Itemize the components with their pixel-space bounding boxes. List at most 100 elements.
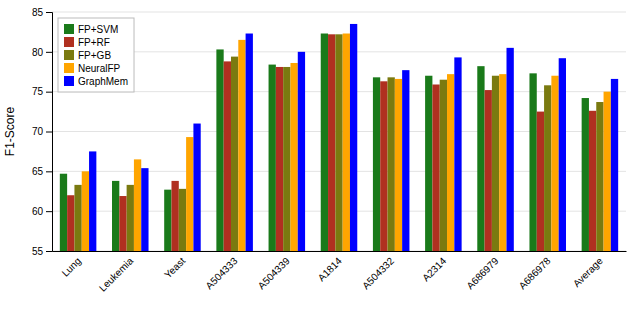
y-axis-line <box>46 13 53 252</box>
bar <box>544 85 551 251</box>
x-tick-label: A2314 <box>420 255 449 284</box>
bar <box>171 181 178 251</box>
bar <box>269 65 276 251</box>
bar <box>529 73 536 251</box>
legend-label: FP+SVM <box>78 24 118 35</box>
x-axis-line <box>53 251 627 252</box>
bar <box>119 196 126 251</box>
bar <box>604 92 611 251</box>
x-tick-label: A504332 <box>360 255 396 291</box>
x-tick: A686978 <box>517 255 553 291</box>
legend-item: NeuralFP <box>64 63 121 74</box>
bar <box>611 79 618 251</box>
y-tick: 65 <box>32 166 52 177</box>
bar <box>328 34 335 251</box>
bar <box>447 74 454 251</box>
bar <box>134 159 141 251</box>
x-tick-label: Lung <box>60 255 84 279</box>
bar <box>395 79 402 251</box>
bar <box>507 48 514 251</box>
x-tick: Lung <box>60 255 84 279</box>
x-tick-label: Leukemia <box>97 255 136 294</box>
bar <box>74 185 81 251</box>
y-tick: 75 <box>32 86 52 97</box>
bar <box>231 57 238 251</box>
bar <box>589 111 596 251</box>
bar <box>454 57 461 251</box>
bar <box>112 181 119 251</box>
y-tick-label: 85 <box>32 7 44 18</box>
legend-label: GraphMem <box>78 76 128 87</box>
bar <box>89 151 96 251</box>
y-axis-title: F1-Score <box>3 107 17 157</box>
bar <box>224 61 231 251</box>
bar <box>276 67 283 251</box>
bar <box>216 49 223 251</box>
bar <box>298 52 305 251</box>
legend-frame <box>58 18 134 92</box>
bar <box>432 84 439 251</box>
x-tick-label: Average <box>571 255 605 289</box>
x-tick: A686979 <box>464 255 500 291</box>
bar <box>335 34 342 251</box>
bar <box>164 190 171 251</box>
bars <box>60 24 618 251</box>
y-tick-mark <box>46 211 52 212</box>
y-axis: 55606570758085 <box>32 7 53 257</box>
bar <box>388 77 395 251</box>
bar-series <box>74 34 603 251</box>
legend-item: FP+RF <box>64 37 110 48</box>
y-tick-mark <box>46 251 52 252</box>
legend-label: NeuralFP <box>78 63 121 74</box>
legend-label: FP+RF <box>78 37 110 48</box>
x-tick: Average <box>571 255 605 289</box>
y-tick: 70 <box>32 126 52 137</box>
x-tick-label: A504339 <box>256 255 292 291</box>
y-tick-label: 65 <box>32 166 44 177</box>
y-tick-label: 80 <box>32 47 44 58</box>
bar <box>67 195 74 251</box>
chart: 55606570758085LungLeukemiaYeastA504333A5… <box>0 0 640 315</box>
y-tick-mark <box>46 132 52 133</box>
bar <box>246 34 253 251</box>
x-tick-label: A686978 <box>517 255 553 291</box>
grid-line <box>52 12 626 13</box>
legend-swatch <box>64 63 74 73</box>
bar <box>290 63 297 251</box>
y-tick: 80 <box>32 47 52 58</box>
legend-item: FP+SVM <box>64 24 118 35</box>
bar <box>179 189 186 251</box>
bar <box>485 90 492 251</box>
legend-item: FP+GB <box>64 50 111 61</box>
bar-series <box>60 34 589 251</box>
x-tick: Yeast <box>162 255 187 280</box>
bar <box>238 40 245 251</box>
bar <box>141 168 148 251</box>
bar-series <box>82 34 611 251</box>
legend-swatch <box>64 50 74 60</box>
bar <box>127 185 134 251</box>
x-tick-label: A1814 <box>316 255 345 284</box>
legend-item: GraphMem <box>64 76 128 87</box>
plot: 55606570758085LungLeukemiaYeastA504333A5… <box>3 7 627 315</box>
x-tick: A1814 <box>316 255 345 284</box>
bar <box>283 67 290 251</box>
legend-swatch <box>64 76 74 86</box>
x-tick-label: Yeast <box>162 255 187 280</box>
bar <box>373 77 380 251</box>
bar-series <box>67 34 596 251</box>
bar <box>350 24 357 251</box>
x-tick-label: A504333 <box>203 255 239 291</box>
bar <box>60 174 67 251</box>
bar <box>477 66 484 251</box>
legend: FP+SVM FP+RF FP+GB NeuralFP GraphMem <box>58 18 134 92</box>
bar <box>380 81 387 251</box>
bar <box>596 102 603 251</box>
y-tick-mark <box>46 52 52 53</box>
bar <box>186 137 193 251</box>
bar-series <box>89 24 618 251</box>
bar <box>559 58 566 251</box>
y-tick: 60 <box>32 206 52 217</box>
bar <box>582 98 589 251</box>
x-tick-label: A686979 <box>464 255 500 291</box>
